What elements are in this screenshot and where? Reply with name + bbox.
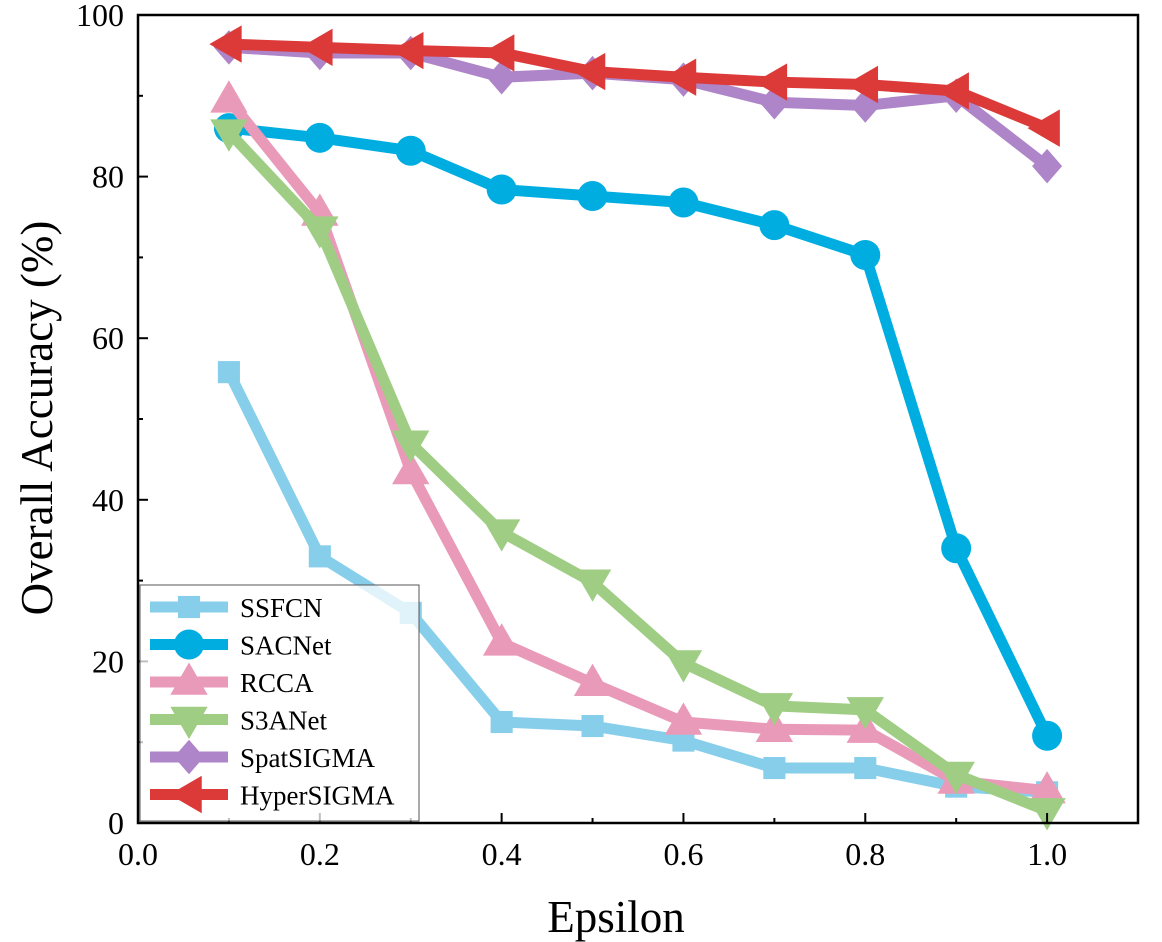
data-point <box>482 623 521 656</box>
data-point <box>486 174 517 205</box>
data-point <box>854 757 877 780</box>
y-tick-label: 0 <box>108 805 124 841</box>
data-point <box>941 533 972 564</box>
data-point <box>573 663 612 696</box>
data-point <box>392 430 430 463</box>
y-tick-label: 60 <box>92 320 124 356</box>
data-point <box>217 361 240 384</box>
data-point <box>209 25 242 63</box>
x-tick-label: 0.0 <box>118 836 158 872</box>
data-point <box>664 702 703 735</box>
data-point <box>936 72 969 110</box>
data-point <box>754 63 788 101</box>
legend-label: SSFCN <box>240 593 323 623</box>
x-tick-label: 0.6 <box>663 836 703 872</box>
data-point <box>573 569 612 602</box>
x-axis-label: Epsilon <box>547 892 685 942</box>
data-point <box>846 697 884 730</box>
y-axis-label: Overall Accuracy (%) <box>12 221 62 616</box>
data-point <box>759 210 790 241</box>
legend-label: SpatSIGMA <box>240 743 376 773</box>
legend-box <box>139 584 420 822</box>
data-point <box>581 714 604 738</box>
series-line <box>223 38 1053 134</box>
data-point <box>850 239 881 270</box>
legend-marker <box>174 629 204 660</box>
legend-label: HyperSIGMA <box>240 781 395 811</box>
series-line <box>223 122 1053 742</box>
legend-label: RCCA <box>240 668 314 698</box>
data-point <box>668 187 699 218</box>
series-line <box>223 126 1053 817</box>
y-tick-label: 40 <box>92 482 124 518</box>
x-tick-label: 0.2 <box>300 836 340 872</box>
data-point <box>392 451 430 485</box>
data-point <box>1032 148 1063 184</box>
legend-marker <box>174 739 204 775</box>
data-point <box>1032 720 1063 751</box>
y-tick-label: 80 <box>92 159 124 195</box>
data-point <box>763 757 786 780</box>
y-tick-label: 100 <box>76 0 124 33</box>
data-point <box>755 693 794 726</box>
legend: SSFCN SACNet RCCA S3ANet SpatSIGMA HyperSIGMA <box>139 584 420 822</box>
legend-label: S3ANet <box>240 706 327 736</box>
series-s3anet <box>210 119 1066 831</box>
data-point <box>937 761 975 795</box>
x-tick-label: 0.8 <box>845 836 885 872</box>
data-point <box>845 65 879 104</box>
data-point <box>391 31 424 70</box>
series-sacnet <box>213 113 1063 751</box>
data-point <box>210 80 248 113</box>
data-point <box>755 709 794 743</box>
data-point <box>304 122 335 153</box>
series-line <box>223 41 1053 172</box>
data-point <box>1027 109 1060 147</box>
x-tick-label: 0.4 <box>482 836 522 872</box>
data-point <box>672 729 695 752</box>
data-point <box>482 34 515 72</box>
y-tick-label: 20 <box>92 643 124 679</box>
legend-label: SACNet <box>240 631 332 661</box>
legend-marker <box>170 706 208 740</box>
x-tick-label: 1.0 <box>1027 836 1067 872</box>
axes-layer: 0.0 0.2 0.4 0.6 0.8 1.0 0 20 40 60 80 100 <box>76 0 1067 872</box>
data-point <box>210 119 248 152</box>
data-point <box>664 650 703 683</box>
data-point <box>301 216 339 249</box>
legend-marker <box>169 775 202 814</box>
data-point <box>490 710 513 734</box>
data-point <box>1028 771 1066 804</box>
series-hypersigma <box>209 25 1060 147</box>
data-point <box>300 28 333 67</box>
data-point <box>663 58 697 96</box>
series-layer <box>209 25 1066 831</box>
legend-marker <box>177 595 201 619</box>
legend-marker <box>170 662 208 695</box>
data-point <box>482 519 521 552</box>
data-point <box>577 180 608 211</box>
data-point <box>395 135 426 166</box>
data-point <box>308 545 331 568</box>
data-point <box>572 52 606 91</box>
